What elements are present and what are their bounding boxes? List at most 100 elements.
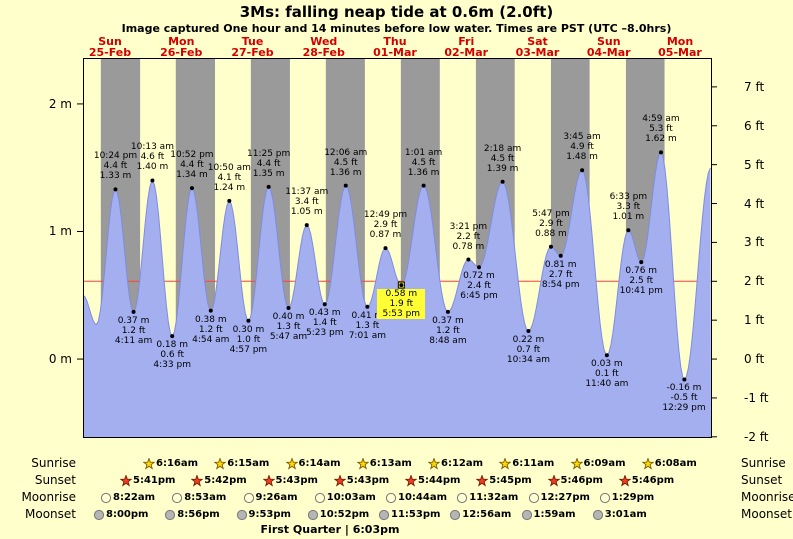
tide-extreme-dot	[626, 228, 631, 233]
astro-time: 5:42pm	[204, 474, 247, 486]
tide-annotation-line: 1.4 ft	[312, 318, 337, 329]
astro-time: 10:44am	[398, 491, 447, 503]
tide-annotation-line: 0.76 m	[625, 266, 658, 277]
astro-row-label-right-moonset: Moonset	[741, 507, 792, 521]
day-label: Sat 03-Mar	[515, 35, 560, 59]
tide-annotation-line: 1.05 m	[290, 207, 323, 218]
astro-time: 10:03am	[326, 491, 376, 503]
tide-annotation-line: 4:59 am	[642, 114, 680, 125]
tide-annotation-line: 0.41 m	[351, 310, 384, 321]
sunset-star-icon	[476, 474, 489, 487]
astro-time: 12:27pm	[540, 491, 590, 503]
astro-sunset-entry: 5:42pm	[191, 474, 247, 487]
tide-extreme-dot	[421, 183, 426, 188]
tide-annotation-high: 2:18 am 4.5 ft 1.39 m	[472, 144, 534, 174]
tide-annotation-line: 2.4 ft	[467, 281, 491, 292]
astro-time: 1:59am	[533, 508, 576, 520]
sunrise-star-icon	[499, 457, 512, 470]
astro-moonrise-entry: 8:53am	[171, 491, 226, 504]
astro-row-label-right-sunset: Sunset	[741, 473, 783, 487]
tide-annotation-line: 1.2 ft	[121, 325, 146, 336]
moonrise-moon-icon	[528, 492, 539, 503]
tide-annotation-line: 0.87 m	[369, 230, 402, 241]
astro-sunset-entry: 5:46pm	[547, 474, 603, 487]
tide-annotation-line: 1.3 ft	[276, 322, 301, 333]
tide-annotation-high: 10:13 am 4.6 ft 1.40 m	[121, 142, 183, 172]
tide-extreme-dot	[399, 283, 404, 288]
tide-annotation-line: 4.6 ft	[140, 152, 165, 163]
tide-annotation-line: 0.40 m	[272, 312, 305, 323]
moonrise-moon-icon	[457, 492, 468, 503]
tide-annotation-low: 0.30 m 1.0 ft 4:57 pm	[217, 325, 279, 355]
tide-annotation-line: 7:01 am	[348, 330, 387, 341]
sunrise-star-icon	[356, 457, 369, 470]
day-label: Thu 01-Mar	[373, 35, 417, 59]
astro-row-label-left-sunrise: Sunrise	[31, 456, 76, 470]
tide-annotation-line: 1.2 ft	[436, 325, 460, 336]
astro-moonrise-entry: 9:26am	[243, 491, 298, 504]
tide-annotation-line: 2.7 ft	[548, 269, 573, 280]
sunrise-star-icon	[214, 457, 227, 470]
sunrise-star-icon	[143, 457, 155, 470]
tide-extreme-dot	[383, 246, 388, 251]
tide-annotation-line: 12:06 am	[324, 147, 368, 158]
astro-moonrise-entry: 12:27pm	[528, 491, 590, 504]
y-axis-label-right: 1 ft	[744, 313, 765, 328]
tide-annotation-line: 1.39 m	[486, 163, 519, 174]
tide-annotation-line: 1.01 m	[612, 212, 645, 223]
sunset-star-icon	[405, 474, 417, 487]
astro-time: 9:26am	[255, 491, 298, 503]
tide-annotation-line: 10:50 am	[207, 162, 251, 173]
tide-annotation-line: 1.0 ft	[236, 334, 261, 345]
tide-annotation-line: 4.4 ft	[256, 158, 281, 169]
tide-annotation-line: 3.4 ft	[294, 197, 319, 208]
tide-extreme-dot	[131, 309, 136, 314]
tide-annotation-low: 0.40 m 1.3 ft 5:47 am	[258, 312, 320, 342]
sunset-star-icon	[547, 474, 560, 487]
tide-annotation-line: 1.35 m	[252, 168, 285, 179]
y-axis-label-right: 6 ft	[744, 118, 765, 133]
tide-extreme-dot	[500, 179, 505, 184]
tide-extreme-dot	[604, 353, 609, 358]
astro-sunrise-entry: 6:13am	[356, 457, 412, 470]
tide-extreme-dot	[682, 377, 687, 382]
astro-time: 6:15am	[227, 457, 270, 469]
astro-sunset-entry: 5:45pm	[476, 474, 532, 487]
astro-moonset-entry: 1:59am	[521, 508, 576, 521]
tide-annotation-line: 4.9 ft	[570, 142, 594, 153]
tide-annotation-line: 6:33 pm	[609, 192, 648, 203]
y-axis-label-right: -1 ft	[744, 390, 769, 405]
tide-annotation-low: 0.03 m 0.1 ft 11:40 am	[576, 359, 638, 389]
tide-annotation-line: 0.37 m	[117, 315, 150, 326]
astro-sunrise-entry: 6:14am	[285, 457, 341, 470]
moonset-moon-icon	[450, 509, 461, 520]
tide-annotation-line: 5:23 pm	[305, 328, 344, 339]
tide-annotation-low: 0.37 m 1.2 ft 4:11 am	[103, 316, 165, 346]
moonset-moon-icon	[165, 509, 176, 520]
moonset-moon-icon	[592, 509, 603, 520]
moonrise-moon-icon	[172, 492, 183, 503]
astro-time: 5:45pm	[489, 474, 532, 486]
astro-time: 6:14am	[298, 457, 341, 469]
tide-annotation-line: 4.4 ft	[103, 161, 128, 172]
tide-annotation-line: 12:49 pm	[363, 210, 408, 221]
tide-extreme-dot	[189, 186, 194, 191]
sunrise-star-icon	[285, 457, 298, 470]
tide-annotation-line: 10:52 pm	[170, 150, 214, 161]
tide-annotation-line: 3.3 ft	[616, 202, 641, 213]
y-axis-label-right: 7 ft	[744, 79, 765, 94]
y-axis-label-right: 2 ft	[744, 274, 765, 289]
tide-annotation-line: 3:21 pm	[449, 221, 488, 232]
tide-annotation-line: 4:33 pm	[153, 360, 191, 371]
tide-extreme-dot	[526, 328, 531, 333]
tide-annotation-line: 4:57 pm	[229, 344, 268, 355]
tide-annotation-high: 11:25 pm 4.4 ft 1.35 m	[238, 149, 300, 179]
tide-annotation-line: 5:47 am	[269, 332, 308, 343]
tide-annotation-line: 5:53 pm	[382, 309, 421, 320]
astro-moonset-entry: 12:56am	[449, 508, 511, 521]
tide-annotation-low: 0.76 m 2.5 ft 10:41 pm	[610, 266, 672, 296]
tide-annotation-line: 1.34 m	[176, 170, 208, 181]
astro-sunset-entry: 5:43pm	[333, 474, 389, 487]
tide-annotation-line: 2.9 ft	[539, 218, 563, 229]
